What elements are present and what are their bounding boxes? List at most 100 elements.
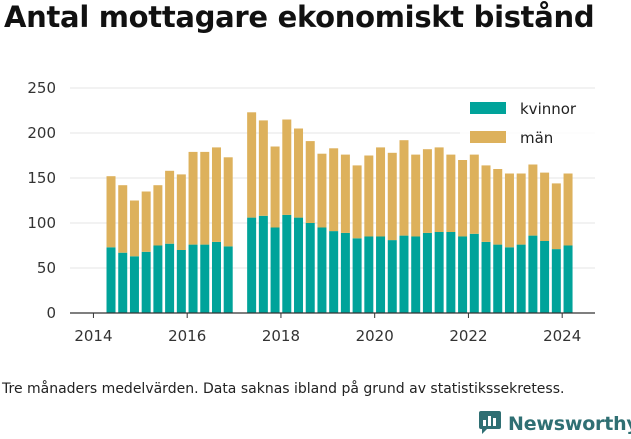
- stacked-bar-chart: 0 50 100 150 200 250 2014 2016 2018 2020 2022 2024…: [27, 79, 610, 345]
- bar-kvinnor: [411, 236, 421, 313]
- bar-man: [176, 174, 186, 250]
- chart-title: Antal mottagare ekonomiskt bistånd: [4, 0, 595, 34]
- brand: Newsworthy: [478, 409, 631, 439]
- bar-kvinnor: [446, 232, 456, 313]
- y-axis-ticks: 0 50 100 150 200 250: [27, 79, 56, 322]
- bar-man: [129, 200, 139, 257]
- bar-man: [493, 169, 503, 245]
- x-tick-label: 2016: [168, 327, 206, 345]
- bar-kvinnor: [270, 227, 280, 313]
- bar-man: [153, 185, 163, 246]
- bar-man: [329, 148, 339, 232]
- bar-man: [364, 155, 374, 237]
- bars: [106, 112, 573, 313]
- bar-man: [551, 183, 561, 250]
- bar-kvinnor: [340, 232, 350, 313]
- bar-man: [317, 153, 327, 228]
- bar-kvinnor: [294, 217, 304, 313]
- bar-man: [340, 154, 350, 233]
- bar-kvinnor: [188, 244, 198, 313]
- bar-kvinnor: [129, 256, 139, 313]
- bar-kvinnor: [176, 250, 186, 313]
- bar-kvinnor: [352, 238, 362, 313]
- bar-kvinnor: [258, 215, 268, 313]
- bar-man: [211, 147, 221, 242]
- bar-kvinnor: [528, 235, 538, 313]
- bar-kvinnor: [118, 252, 128, 313]
- bar-man: [504, 173, 514, 248]
- bar-kvinnor: [399, 235, 409, 313]
- bar-man: [469, 154, 479, 234]
- bar-man: [282, 119, 292, 215]
- x-tick-label: 2022: [449, 327, 487, 345]
- bar-man: [118, 185, 128, 253]
- bar-man: [422, 149, 432, 233]
- bar-kvinnor: [551, 249, 561, 313]
- bar-kvinnor: [422, 232, 432, 313]
- footnote: Tre månaders medelvärden. Data saknas ib…: [2, 381, 565, 397]
- bar-man: [516, 173, 526, 245]
- bar-man: [352, 165, 362, 239]
- bar-kvinnor: [516, 244, 526, 313]
- bar-kvinnor: [481, 241, 491, 313]
- bar-kvinnor: [211, 241, 221, 313]
- bar-kvinnor: [387, 240, 397, 313]
- bar-man: [141, 191, 151, 252]
- bar-kvinnor: [282, 214, 292, 313]
- bar-kvinnor: [153, 245, 163, 313]
- bar-kvinnor: [469, 233, 479, 313]
- bar-kvinnor: [200, 244, 210, 313]
- bar-kvinnor: [563, 245, 573, 313]
- bar-kvinnor: [434, 232, 444, 313]
- bar-man: [411, 154, 421, 237]
- bar-man: [446, 154, 456, 232]
- x-axis-ticks: 2014 2016 2018 2020 2022 2024: [74, 313, 581, 345]
- legend: kvinnor män: [460, 95, 610, 153]
- bar-kvinnor: [223, 246, 233, 313]
- y-tick-label: 150: [27, 169, 56, 187]
- y-tick-label: 200: [27, 124, 56, 142]
- x-tick-label: 2018: [262, 327, 300, 345]
- y-tick-label: 50: [37, 259, 56, 277]
- bar-man: [458, 160, 468, 237]
- legend-swatch-kvinnor: [470, 102, 506, 114]
- bar-man: [270, 146, 280, 228]
- newsworthy-logo-icon: [478, 409, 502, 439]
- bar-kvinnor: [247, 217, 257, 313]
- bar-man: [165, 170, 175, 244]
- bar-man: [376, 147, 386, 237]
- x-tick-label: 2020: [356, 327, 394, 345]
- brand-name: Newsworthy: [508, 413, 631, 435]
- x-tick-label: 2014: [74, 327, 112, 345]
- bar-kvinnor: [493, 244, 503, 313]
- bar-kvinnor: [540, 241, 550, 313]
- bar-kvinnor: [305, 223, 315, 313]
- y-tick-label: 100: [27, 214, 56, 232]
- bar-man: [305, 141, 315, 223]
- bar-kvinnor: [376, 236, 386, 313]
- bar-man: [106, 176, 116, 248]
- bar-kvinnor: [317, 227, 327, 313]
- bar-man: [528, 164, 538, 236]
- bar-kvinnor: [458, 236, 468, 313]
- bar-kvinnor: [504, 247, 514, 313]
- legend-label-kvinnor: kvinnor: [520, 100, 577, 118]
- y-tick-label: 0: [46, 304, 56, 322]
- bar-kvinnor: [329, 231, 339, 313]
- bar-man: [188, 151, 198, 245]
- bar-man: [481, 165, 491, 242]
- bar-kvinnor: [106, 247, 116, 313]
- bar-man: [223, 157, 233, 247]
- legend-swatch-man: [470, 131, 506, 143]
- bar-man: [399, 140, 409, 236]
- bar-man: [387, 152, 397, 241]
- bar-man: [563, 173, 573, 246]
- bar-man: [540, 172, 550, 241]
- bar-man: [247, 112, 257, 218]
- bar-kvinnor: [141, 251, 151, 313]
- bar-man: [258, 120, 268, 216]
- bar-kvinnor: [364, 236, 374, 313]
- bar-man: [200, 151, 210, 245]
- y-tick-label: 250: [27, 79, 56, 97]
- x-tick-label: 2024: [543, 327, 581, 345]
